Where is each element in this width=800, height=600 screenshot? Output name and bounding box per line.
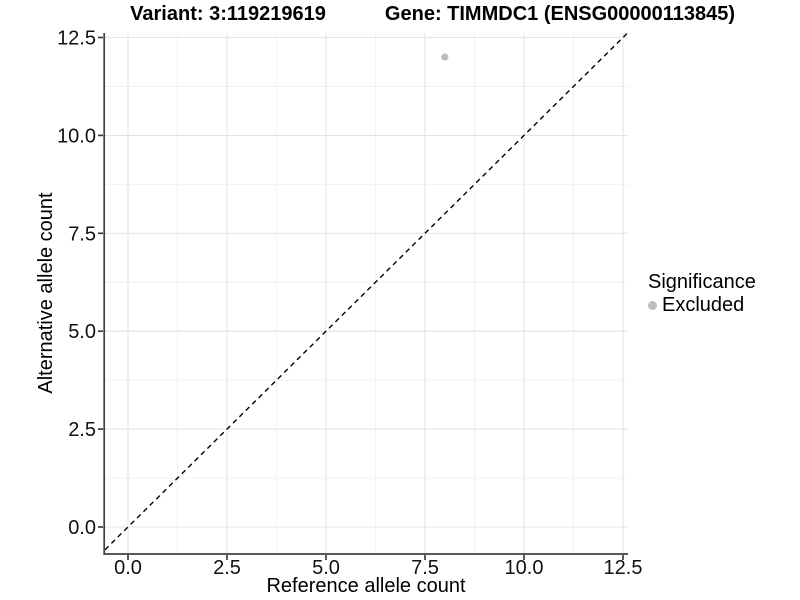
data-point-excluded	[441, 53, 449, 61]
identity-reference-line	[104, 32, 629, 551]
x-axis-title: Reference allele count	[266, 575, 466, 597]
y-tick-label: 10.0	[57, 125, 96, 147]
legend-title: Significance	[648, 271, 756, 293]
y-tick-label: 2.5	[68, 419, 96, 441]
x-tick-label: 0.0	[114, 557, 142, 579]
x-tick-label: 10.0	[505, 557, 544, 579]
legend: Significance Excluded	[648, 271, 756, 317]
legend-item-excluded: Excluded	[648, 294, 756, 317]
x-tick-label: 12.5	[604, 557, 643, 579]
legend-point-icon	[648, 301, 657, 310]
legend-item-label: Excluded	[662, 294, 745, 316]
plot-title-gene: Gene: TIMMDC1 (ENSG00000113845)	[384, 3, 736, 25]
y-tick-label: 0.0	[68, 517, 96, 539]
y-tick-label: 7.5	[68, 223, 96, 245]
x-tick-label: 5.0	[312, 557, 340, 579]
x-tick-label: 2.5	[213, 557, 241, 579]
y-tick-label: 12.5	[57, 28, 96, 50]
x-tick-label: 7.5	[411, 557, 439, 579]
plot-title-variant: Variant: 3:119219619	[130, 3, 326, 25]
y-tick-label: 5.0	[68, 321, 96, 343]
